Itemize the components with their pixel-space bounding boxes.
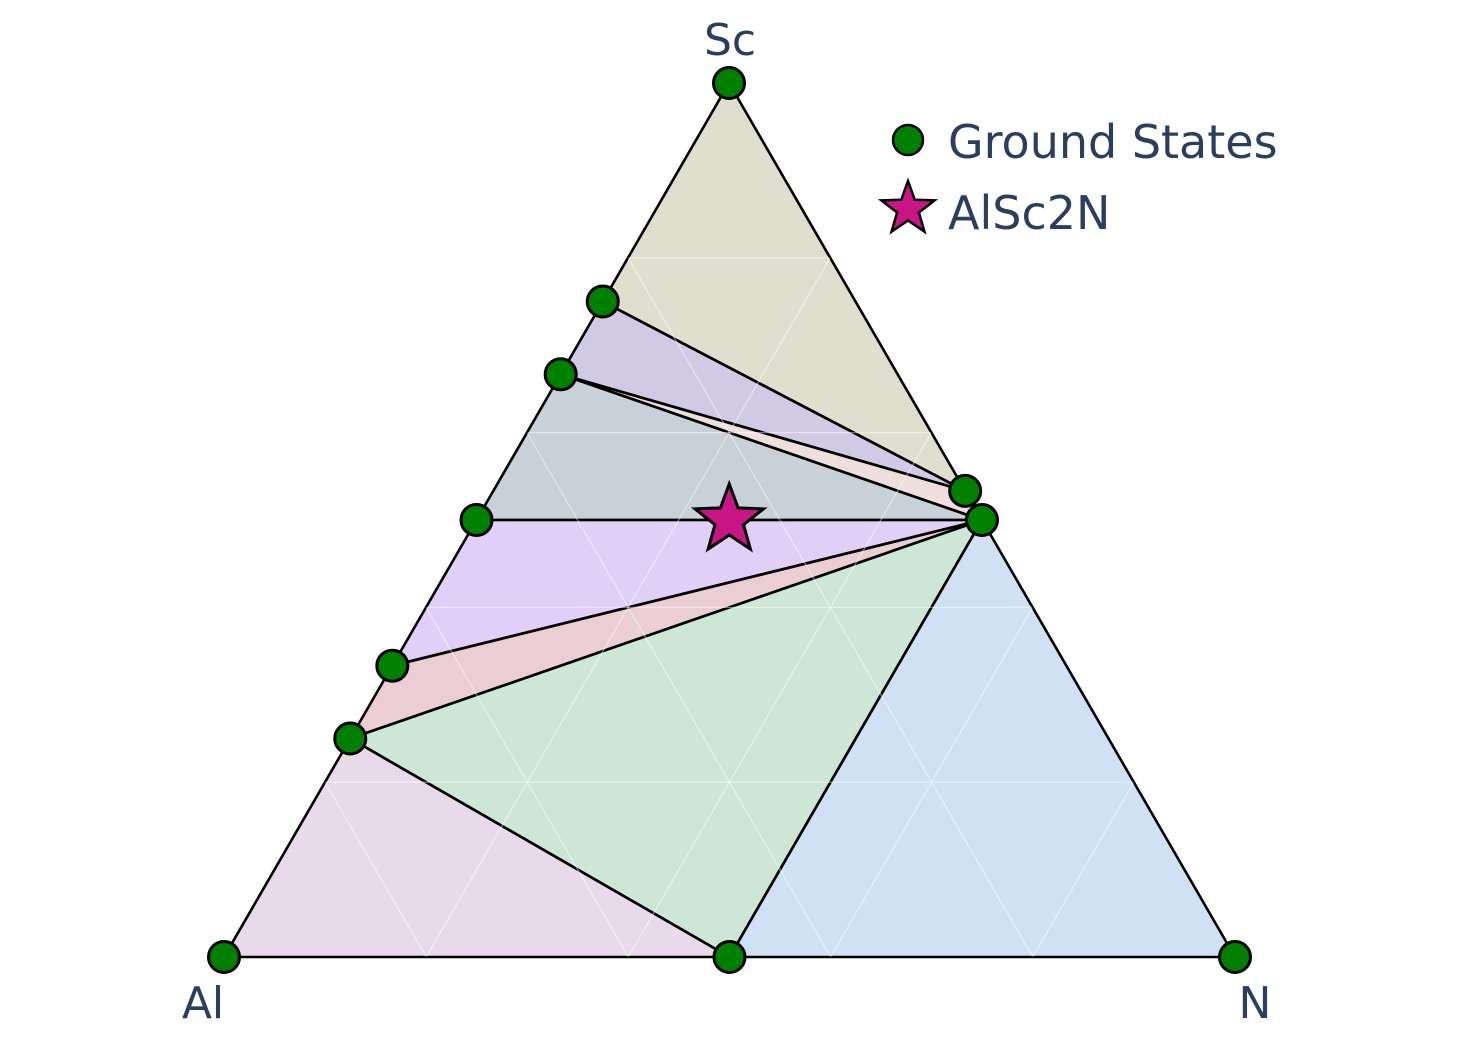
grid-line-2-1 <box>425 607 629 958</box>
marker-layer <box>207 66 1252 974</box>
target-star-marker <box>690 479 768 553</box>
ground-state-marker <box>965 503 999 537</box>
legend-ground-states-label: Ground States <box>948 115 1278 169</box>
vertex-label-top: Sc <box>704 15 756 66</box>
grid-layer <box>324 257 1135 958</box>
grid-line-1-1 <box>526 432 832 958</box>
legend: Ground States AlSc2N <box>877 115 1278 240</box>
vertex-label-right: N <box>1239 978 1272 1029</box>
grid-line-2-2 <box>830 607 1034 958</box>
ground-state-marker <box>375 648 410 683</box>
ground-state-marker <box>207 940 241 974</box>
grid-line-3-1 <box>324 781 427 958</box>
ground-state-marker <box>1218 940 1252 974</box>
ground-state-marker <box>948 473 983 508</box>
legend-target-label: AlSc2N <box>948 186 1110 240</box>
ground-state-marker <box>585 284 620 319</box>
ground-state-marker <box>333 721 368 756</box>
grid-line-0-1 <box>627 257 1034 958</box>
facet-layer <box>222 81 1237 959</box>
legend-ground-states-circle-icon <box>891 123 925 157</box>
grid-line-0-2 <box>425 257 831 958</box>
legend-target-star-icon <box>877 177 939 235</box>
ground-state-marker <box>712 940 747 974</box>
vertex-label-left: Al <box>182 978 224 1029</box>
ground-state-marker <box>712 66 746 100</box>
grid-line-3-2 <box>1032 781 1135 958</box>
ground-state-marker <box>459 503 494 537</box>
grid-line-1-2 <box>627 432 932 958</box>
ground-state-marker <box>543 357 578 392</box>
